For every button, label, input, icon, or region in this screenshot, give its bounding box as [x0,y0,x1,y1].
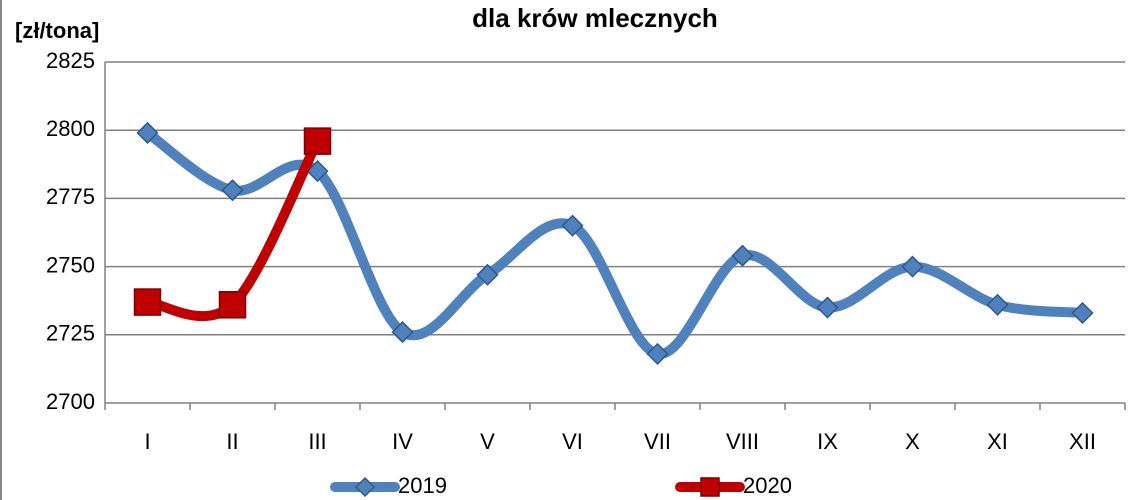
legend-label: 2019 [398,473,447,498]
marker [731,244,754,267]
x-tick-label: IX [817,429,838,454]
x-tick-label: IV [392,429,413,454]
x-tick-label: VI [562,429,583,454]
marker [221,179,244,202]
marker [986,293,1009,316]
marker [901,255,924,278]
y-tick-label: 2775 [46,184,95,209]
marker [218,291,247,319]
x-tick-label: V [480,429,495,454]
marker [391,321,414,344]
y-tick-label: 2800 [46,116,95,141]
y-tick-label: 2725 [46,321,95,346]
y-tick-label: 2750 [46,252,95,277]
marker [646,342,669,365]
x-tick-label: I [144,429,150,454]
marker [133,288,162,316]
marker [136,121,159,144]
marker [1071,301,1094,325]
marker [816,296,839,319]
x-tick-label: XI [987,429,1008,454]
x-tick-label: II [226,429,238,454]
marker [306,160,329,183]
y-tick-label: 2825 [46,48,95,73]
legend-label: 2020 [743,473,792,498]
x-tick-label: VII [644,429,671,454]
legend-marker [700,477,720,497]
series-line [142,127,1088,359]
marker [476,263,499,286]
marker [561,214,584,237]
x-tick-label: III [308,429,326,454]
x-tick-label: X [905,429,920,454]
y-axis-label: [zł/tona] [15,18,99,43]
x-tick-label: XII [1069,429,1096,454]
legend-marker [354,476,376,498]
chart-title: dla krów mlecznych [472,3,718,33]
y-tick-label: 2700 [46,389,95,414]
marker [303,127,332,155]
x-tick-label: VIII [726,429,759,454]
